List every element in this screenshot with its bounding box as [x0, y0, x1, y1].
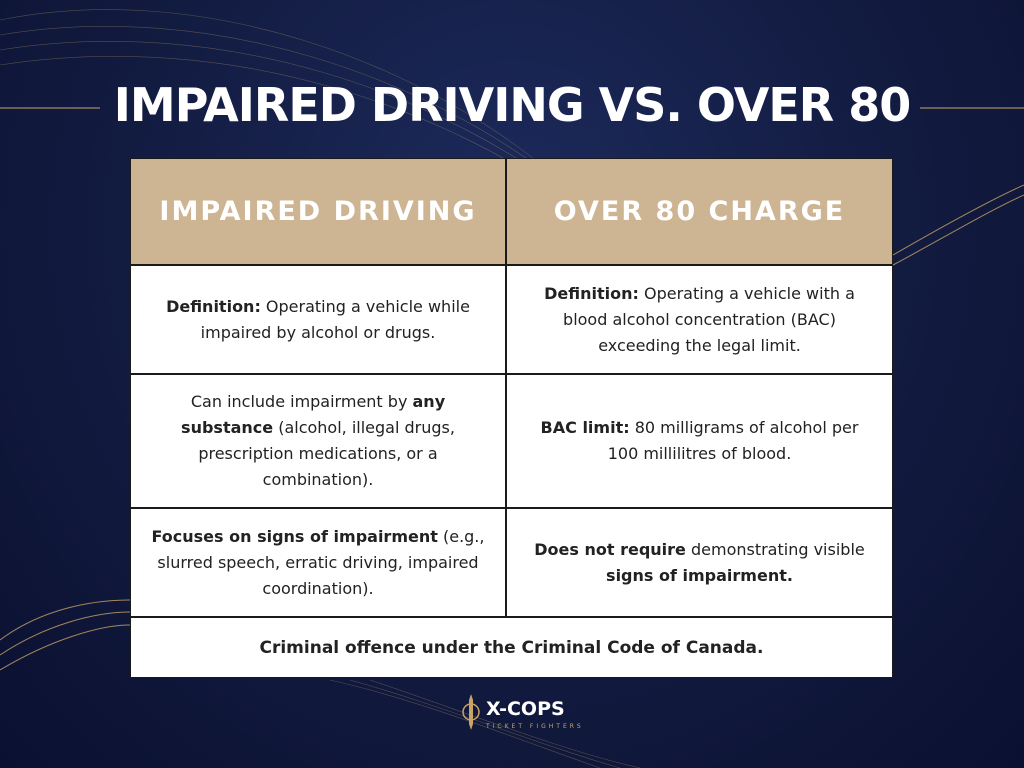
table-cell: Definition: Operating a vehicle with a b…: [507, 266, 892, 375]
table-cell: BAC limit: 80 milligrams of alcohol per …: [507, 375, 892, 509]
bold-text: any substance: [181, 392, 451, 437]
table-cell: Focuses on signs of impairment (e.g., sl…: [131, 509, 507, 618]
table-cell: Definition: Operating a vehicle while im…: [131, 266, 507, 375]
cell-text: Focuses on signs of impairment (e.g., sl…: [149, 524, 487, 602]
table-cell: Does not require demonstrating visible s…: [507, 509, 892, 618]
cell-text: BAC limit: 80 milligrams of alcohol per …: [525, 415, 874, 467]
bold-text: Definition:: [544, 283, 639, 303]
cell-text: Does not require demonstrating visible s…: [525, 537, 874, 589]
text: demonstrating visible: [685, 539, 870, 559]
logo-name: X-COPS: [486, 698, 565, 720]
title: IMPAIRED DRIVING VS. OVER 80: [113, 78, 911, 132]
cell-text: Definition: Operating a vehicle while im…: [149, 294, 487, 346]
text: Can include impairment by: [190, 392, 413, 411]
text: Operating a vehicle with a blood alcohol…: [563, 283, 860, 355]
footer-cell: Criminal offence under the Criminal Code…: [259, 637, 764, 658]
bold-text: Does not require: [534, 539, 686, 559]
cell-text: Definition: Operating a vehicle with a b…: [525, 281, 874, 359]
text: (e.g., slurred speech, erratic driving, …: [157, 526, 490, 598]
text: (alcohol, illegal drugs, prescription me…: [198, 418, 461, 489]
table-cell: Can include impairment by any substance …: [131, 375, 507, 509]
header-cell: OVER 80 CHARGE: [507, 159, 892, 266]
bold-text: signs of impairment.: [606, 565, 793, 585]
text: Operating a vehicle while impaired by al…: [200, 296, 476, 342]
header-cell: IMPAIRED DRIVING: [131, 159, 507, 266]
bold-text: Focuses on signs of impairment: [151, 526, 438, 546]
text: 80 milligrams of alcohol per 100 millili…: [607, 418, 864, 463]
comparison-table: IMPAIRED DRIVING OVER 80 CHARGE Criminal…: [130, 158, 893, 678]
cell-text: Can include impairment by any substance …: [149, 389, 487, 493]
logo-icon: [462, 694, 480, 730]
bold-text: BAC limit:: [540, 418, 630, 437]
logo-tagline: TICKET FIGHTERS: [486, 723, 584, 730]
bold-text: Definition:: [166, 296, 261, 316]
